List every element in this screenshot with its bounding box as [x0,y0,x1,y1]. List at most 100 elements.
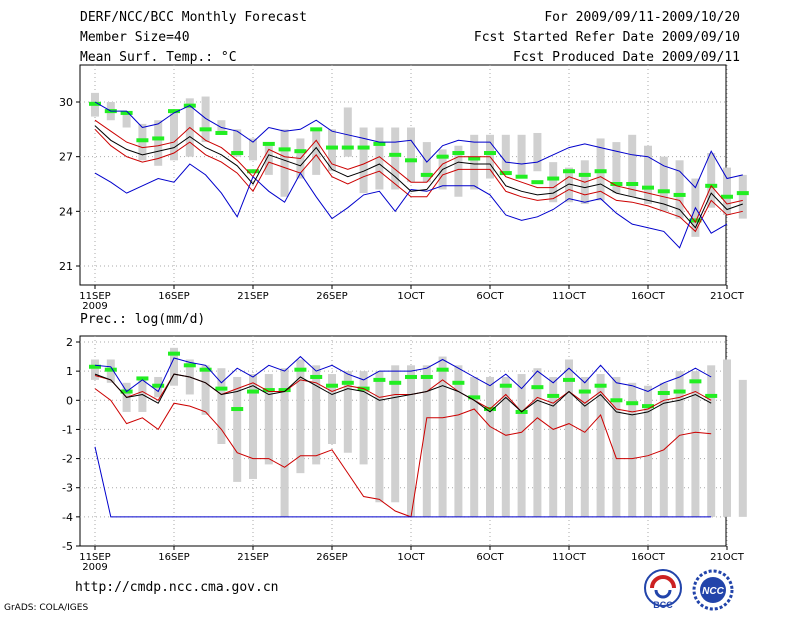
panel1-box-14 [312,127,321,175]
panel1-upper-spread-line [94,119,743,224]
panel1-obs-marker-0 [89,101,101,106]
panel2-box-21 [422,365,431,517]
panel2-box-22 [438,356,447,517]
panel2-box-39 [707,365,716,517]
panel1-ytick-label-1: 24 [59,205,73,218]
panel2-box-37 [675,371,684,517]
panel2-obs-marker-8 [215,386,228,391]
panel1-obs-marker-23 [452,151,465,156]
panel1-xtick-label-4: 1OCT [397,291,425,302]
panel1-xtick-label-7: 16OCT [631,291,666,302]
panel1-xtick-label-0: 11SEP [79,291,110,302]
panel2-obs-marker-37 [673,389,686,394]
panel1-box-16 [343,107,352,157]
panel2-ytick-label-2: -3 [62,482,73,495]
panel2-obs-marker-4 [152,383,165,388]
panel2-lower-envelope-line [94,446,712,518]
ncc-logo-text: NCC [702,586,724,597]
panel1-obs-marker-19 [389,152,402,157]
panel1-obs-marker-40 [721,194,733,199]
bcc-logo: BCC [644,569,682,610]
panel1-box-11 [264,142,273,175]
panel1-box-19 [391,127,400,190]
panel2-obs-marker-21 [420,374,433,379]
bcc-logo-text: BCC [653,600,673,610]
panel2-box-11 [264,374,273,465]
panel1-obs-marker-11 [262,141,275,146]
panel1-box-10 [249,138,257,161]
panel1-box-27 [517,134,526,175]
panel2-box-14 [312,365,321,465]
panel1-box-12 [280,129,289,197]
panel2-box-29 [549,376,558,517]
panel1-obs-marker-2 [120,110,133,115]
panel1-ytick-label-0: 21 [59,260,73,273]
panel2-box-19 [391,365,400,503]
forecast-started: Fcst Started Refer Date 2009/09/10 [473,30,740,45]
panel1-obs-marker-25 [484,151,496,156]
panel2-obs-marker-9 [231,407,244,412]
panel1-obs-marker-13 [294,149,307,154]
panel2-ytick-label-3: -2 [62,453,73,466]
panel2-xtick-label-3: 26SEP [316,552,347,563]
source-url[interactable]: http://cmdp.ncc.cma.gov.cn [75,580,279,595]
header-right: For 2009/09/11-2009/10/20 Fcst Started R… [474,8,740,68]
panel2-box-5 [170,347,178,386]
panel2-box-9 [233,376,242,482]
forecast-produced: Fcst Produced Date 2009/09/11 [513,50,740,65]
panel2-box-0 [91,359,99,380]
panel1-box-29 [549,162,558,203]
panel1-xtick-label-2: 21SEP [237,291,268,302]
panel1-year-label: 2009 [82,301,107,312]
panel2-obs-marker-35 [642,404,654,409]
panel1-obs-marker-8 [215,130,228,135]
panel1-box-17 [359,127,368,194]
panel2-box-32 [596,374,605,517]
panel2-xtick-label-8: 21OCT [710,552,745,563]
panel2-obs-marker-10 [247,389,259,394]
panel2-lower-spread-line [94,388,712,518]
panel2-ytick-label-7: 2 [66,336,73,349]
panel2-box-40 [723,359,731,517]
header-left: DERF/NCC/BCC Monthly Forecast Member Siz… [80,8,307,68]
panel1-obs-marker-34 [626,182,639,186]
panel2-xtick-label-7: 16OCT [631,552,666,563]
panel1-obs-marker-21 [420,172,433,177]
panel2-box-8 [217,368,226,444]
panel2-obs-marker-22 [436,367,449,372]
panel1-obs-marker-41 [736,191,749,196]
panel2-obs-marker-0 [89,364,101,369]
panel1-xtick-label-8: 21OCT [710,291,745,302]
panel2-obs-marker-1 [104,367,117,372]
panel2-obs-marker-26 [499,383,512,388]
panel1-box-18 [375,127,384,190]
panel2-ytick-label-4: -1 [62,423,73,436]
panel1-ensemble-mean-line [94,125,743,229]
panel1-obs-marker-27 [515,174,528,179]
panel2-obs-marker-24 [468,395,481,400]
panel1-obs-marker-31 [578,172,591,177]
panel1-lower-envelope-line [94,163,728,249]
panel1-obs-marker-28 [531,180,544,185]
panel1-box-2 [122,111,131,128]
panel2-box-23 [454,365,463,517]
panel2-obs-marker-32 [594,383,607,388]
panel1-box-33 [612,142,621,194]
panel2-ytick-label-6: 1 [66,365,73,378]
panel1-obs-marker-5 [168,109,180,114]
panel2-box-38 [691,371,700,517]
panel1-box-39 [707,153,716,208]
panel1-obs-marker-24 [468,156,481,161]
panel1-obs-marker-38 [689,218,702,223]
panel2-obs-marker-36 [657,391,670,395]
panel1-ytick-label-2: 27 [59,151,73,164]
panel2-box-30 [565,359,573,517]
panel1-obs-marker-4 [152,136,165,141]
panel1-obs-marker-36 [657,189,670,194]
panel1-box-4 [154,120,163,166]
panel1-obs-marker-37 [673,192,686,197]
panel2-obs-marker-16 [341,380,354,385]
panel1-xtick-label-5: 6OCT [476,291,504,302]
panel2-obs-marker-33 [610,398,623,403]
panel1-obs-marker-3 [136,138,149,143]
